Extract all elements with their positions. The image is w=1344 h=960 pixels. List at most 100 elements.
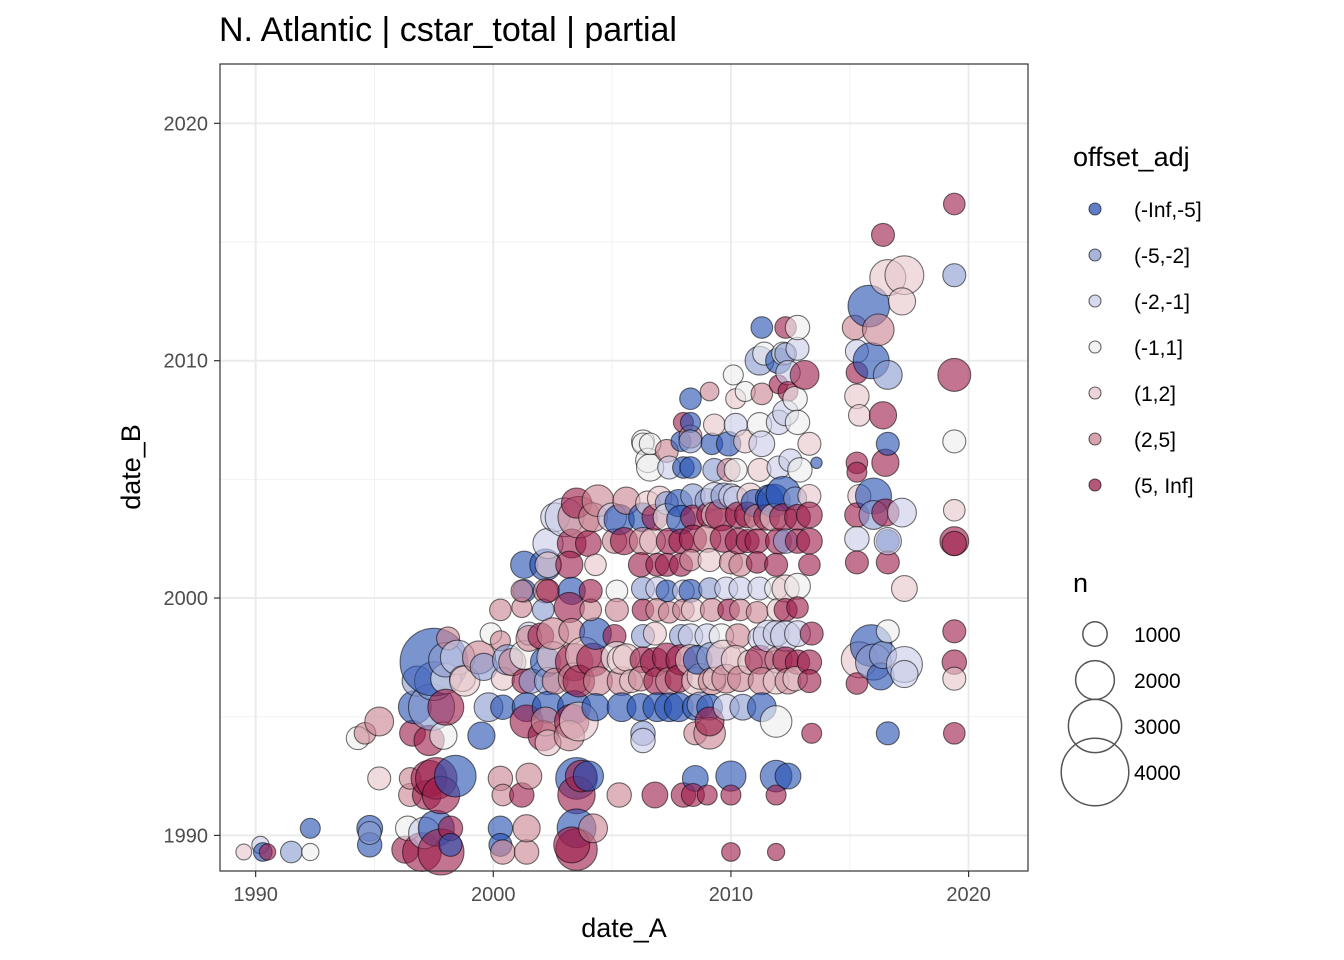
- data-point: [279, 840, 303, 864]
- data-point: [750, 382, 774, 406]
- data-point: [846, 461, 868, 483]
- data-point: [786, 596, 809, 619]
- color-legend-key: [1088, 478, 1102, 492]
- size-legend-label: 1000: [1134, 624, 1181, 647]
- data-point: [490, 839, 516, 865]
- grid-lines: [220, 64, 1028, 871]
- data-point: [847, 403, 871, 427]
- data-point: [785, 336, 810, 361]
- data-point: [787, 457, 813, 483]
- size-legend-key: [1074, 659, 1116, 701]
- data-point: [782, 385, 808, 412]
- data-point: [942, 498, 966, 522]
- data-point: [887, 287, 917, 316]
- data-point: [604, 597, 629, 622]
- data-point: [721, 842, 741, 862]
- size-legend-key: [1067, 698, 1123, 754]
- size-legend-key: [1060, 737, 1130, 807]
- plot-border: [219, 63, 1029, 872]
- data-point: [581, 693, 610, 722]
- data-point: [696, 784, 718, 806]
- data-point: [797, 669, 822, 694]
- color-legend-label: (-2,-1]: [1134, 291, 1190, 314]
- color-legend-label: (1,2]: [1134, 383, 1176, 406]
- data-point: [515, 762, 543, 790]
- data-point: [797, 431, 822, 456]
- color-legend-key: [1088, 386, 1102, 400]
- data-point: [438, 832, 463, 857]
- size-legend-key: [1082, 621, 1108, 647]
- data-point: [606, 782, 632, 808]
- legend: offset_adj n (-Inf,-5] (-5,-2] (-2,-1] (-1,…: [1060, 142, 1202, 807]
- data-point: [937, 357, 972, 392]
- plot-panel: [219, 63, 1029, 876]
- data-point: [748, 430, 776, 458]
- data-point: [941, 530, 968, 557]
- data-point: [535, 578, 561, 603]
- data-points: [235, 192, 972, 876]
- data-point: [875, 619, 900, 644]
- data-point: [759, 705, 793, 738]
- data-point: [844, 550, 869, 575]
- x-tick-label: 2000: [471, 884, 516, 906]
- data-point: [750, 316, 774, 339]
- data-point: [572, 760, 605, 792]
- x-tick-label: 2020: [946, 884, 991, 906]
- data-point: [235, 843, 253, 861]
- data-point: [810, 456, 823, 470]
- color-legend-label: (-1,1]: [1134, 337, 1183, 360]
- data-point: [427, 688, 465, 726]
- x-tick-label: 1990: [233, 884, 278, 906]
- color-legend-key: [1088, 340, 1102, 354]
- data-point: [784, 409, 811, 436]
- data-point: [720, 784, 742, 806]
- data-point: [887, 497, 917, 528]
- data-point: [697, 548, 722, 573]
- data-point: [722, 364, 744, 386]
- data-point: [489, 598, 512, 622]
- data-point: [774, 762, 802, 790]
- data-point: [766, 842, 786, 862]
- data-point: [868, 401, 898, 430]
- color-legend-key: [1088, 248, 1102, 262]
- data-point: [861, 313, 895, 347]
- data-point: [789, 359, 820, 390]
- size-legend-label: 4000: [1134, 762, 1181, 785]
- data-point: [873, 526, 902, 556]
- data-point: [630, 727, 656, 754]
- data-point: [870, 222, 896, 247]
- data-point: [725, 623, 751, 649]
- chart-title: N. Atlantic | cstar_total | partial: [219, 11, 677, 49]
- data-point: [942, 263, 967, 288]
- axes: 1990 2000 2010 2020 1990 2000 2010 2020: [164, 113, 991, 906]
- data-point: [795, 527, 823, 555]
- data-point: [301, 842, 320, 862]
- data-point: [679, 456, 702, 479]
- color-legend-key: [1088, 294, 1102, 308]
- color-legend-title: offset_adj: [1073, 142, 1190, 172]
- size-legend-label: 3000: [1134, 716, 1181, 739]
- data-point: [578, 578, 603, 603]
- data-point: [942, 666, 967, 691]
- data-point: [942, 192, 966, 216]
- data-point: [875, 431, 900, 456]
- data-point: [745, 600, 769, 624]
- data-point: [799, 621, 824, 646]
- data-point: [512, 814, 541, 843]
- data-point: [872, 359, 903, 390]
- data-point: [784, 314, 811, 341]
- data-point: [467, 721, 496, 750]
- data-point: [642, 621, 667, 646]
- data-point: [679, 387, 702, 411]
- x-tick-label: 2010: [709, 884, 754, 906]
- y-axis-title: date_B: [116, 424, 146, 510]
- data-point: [299, 817, 321, 839]
- data-point: [641, 781, 669, 809]
- data-point: [723, 457, 748, 482]
- data-point: [764, 552, 789, 577]
- data-point: [765, 784, 787, 806]
- data-point: [875, 721, 900, 746]
- data-point: [699, 381, 720, 402]
- x-axis-title: date_A: [581, 913, 667, 943]
